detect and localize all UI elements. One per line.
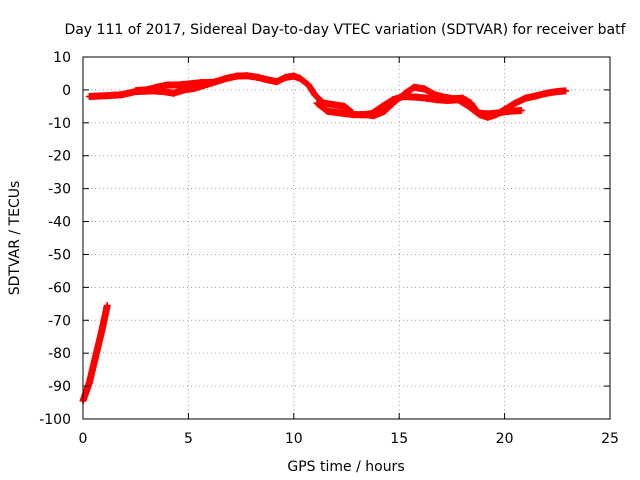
data-series (79, 72, 570, 405)
data-point-marker (210, 78, 218, 86)
y-tick-label: -30 (48, 182, 71, 198)
data-segment (85, 72, 357, 117)
x-tick-label: 10 (285, 431, 303, 447)
grid-lines (83, 57, 610, 419)
x-tick-label: 0 (79, 431, 88, 447)
y-tick-label: -100 (39, 412, 71, 428)
y-tick-label: -60 (48, 280, 71, 296)
y-tick-label: -40 (48, 215, 71, 231)
x-tick-label: 15 (390, 431, 408, 447)
y-tick-label: -80 (48, 346, 71, 362)
y-tick-label: 0 (62, 83, 71, 99)
x-tick-label: 25 (601, 431, 619, 447)
data-point-marker (517, 106, 525, 114)
data-segment (357, 92, 525, 119)
y-tick-label: -70 (48, 313, 71, 329)
x-tick-label: 20 (496, 431, 514, 447)
y-tick-label: 10 (53, 50, 71, 66)
x-axis-label: GPS time / hours (287, 459, 404, 475)
data-segment (132, 78, 218, 95)
data-segment (79, 301, 111, 405)
x-tick-label: 5 (184, 431, 193, 447)
chart-title: Day 111 of 2017, Sidereal Day-to-day VTE… (64, 22, 626, 38)
axis-ticks: 0 5 10 15 20 25 10 0 -10 -20 -30 -40 -50 -60 -70 -80 -90… (39, 50, 619, 447)
data-point-marker (562, 87, 570, 95)
data-point-marker (103, 301, 111, 309)
plot-frame (82, 56, 611, 420)
y-tick-label: -50 (48, 247, 71, 263)
y-tick-label: -20 (48, 149, 71, 165)
y-axis-label: SDTVAR / TECUs (7, 181, 23, 296)
y-tick-label: -90 (48, 379, 71, 395)
y-tick-label: -10 (48, 116, 71, 132)
